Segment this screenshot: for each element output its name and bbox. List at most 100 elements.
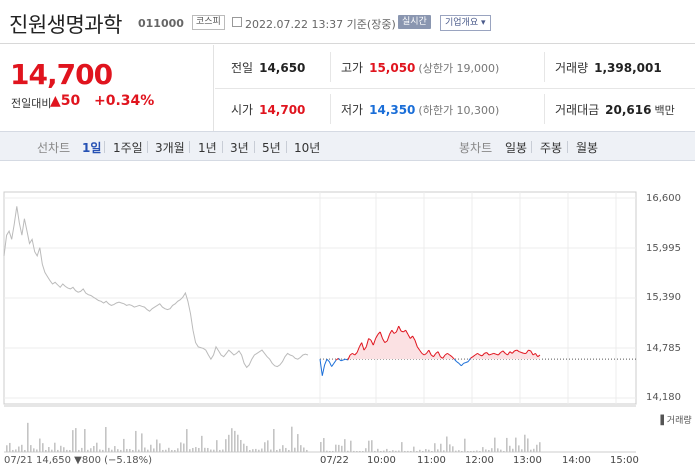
volume-bar <box>446 436 448 452</box>
series-segment-day2 <box>511 350 515 354</box>
volume-bar <box>243 443 245 452</box>
volume-bar <box>90 448 92 452</box>
series-segment-day2 <box>500 350 504 353</box>
series-segment-day2 <box>497 352 501 356</box>
stock-code: 011000 <box>138 17 184 30</box>
series-segment-day2 <box>379 331 383 339</box>
volume-bar <box>6 445 8 452</box>
volume-bar <box>84 429 86 452</box>
stat-volume: 거래량 1,398,001 <box>555 61 662 75</box>
period-3m[interactable]: 3개월 <box>155 141 185 155</box>
series-segment-day2 <box>509 351 513 354</box>
y-tick-label: 15,995 <box>646 243 681 254</box>
volume-bar <box>123 438 125 452</box>
volume-bar <box>401 442 403 452</box>
volume-bar <box>365 448 367 452</box>
volume-bar <box>69 449 71 452</box>
volume-bar <box>267 440 269 452</box>
series-segment-day2 <box>352 352 355 356</box>
y-tick-label: 14,785 <box>646 343 681 354</box>
volume-bar <box>114 446 116 452</box>
volume-bar <box>398 450 400 452</box>
price-chart[interactable] <box>0 162 695 474</box>
volume-bar <box>237 434 239 452</box>
volume-bar <box>45 449 47 452</box>
corp-info-button[interactable]: 기업개요 ▾ <box>440 15 491 31</box>
volume-bar <box>500 449 502 452</box>
volume-bar <box>249 449 251 452</box>
period-3y[interactable]: 3년 <box>230 141 249 155</box>
period-1w[interactable]: 1주일 <box>113 141 143 155</box>
period-10y[interactable]: 10년 <box>294 141 321 155</box>
volume-bar <box>341 445 343 452</box>
volume-bar <box>431 451 433 452</box>
volume-bar <box>527 438 529 452</box>
series-segment-day2 <box>519 351 522 353</box>
prev-day-summary: 07/21 14,650 ▼800 (−5.18%) <box>4 455 153 466</box>
volume-bar <box>380 450 382 452</box>
col-divider <box>330 94 331 124</box>
volume-bar <box>476 450 478 452</box>
volume-bar <box>488 450 490 452</box>
volume-bar <box>180 442 182 452</box>
volume-bar <box>216 440 218 452</box>
volume-bar <box>246 445 248 452</box>
period-5y[interactable]: 5년 <box>262 141 281 155</box>
series-segment-day2 <box>516 349 520 353</box>
live-badge[interactable]: 실시간 <box>398 15 431 29</box>
series-segment-day2 <box>382 338 386 343</box>
stat-low: 저가 14,350 (하한가 10,300) <box>341 103 500 117</box>
volume-bar <box>536 444 538 452</box>
volume-bar <box>300 445 302 452</box>
period-1y[interactable]: 1년 <box>198 141 217 155</box>
volume-bar <box>521 449 523 452</box>
series-segment-day2 <box>372 338 377 346</box>
series-segment-day2 <box>453 358 457 362</box>
series-segment-day2 <box>347 354 351 361</box>
volume-bar <box>497 448 499 452</box>
volume-bar <box>99 449 101 452</box>
volume-bar <box>111 449 113 452</box>
change-value: ▲50 <box>50 93 81 109</box>
volume-bar <box>213 449 215 452</box>
series-segment-day2 <box>324 359 328 366</box>
x-tick-label: 13:00 <box>513 455 542 466</box>
series-segment-day2 <box>321 364 326 376</box>
series-segment-day2 <box>465 361 469 363</box>
volume-bar <box>192 447 194 452</box>
series-segment-day2 <box>395 325 400 333</box>
candle-monthly[interactable]: 월봉 <box>576 141 599 155</box>
candle-daily[interactable]: 일봉 <box>505 141 528 155</box>
series-segment-day2 <box>467 358 471 362</box>
period-1d[interactable]: 1일 <box>82 141 102 155</box>
volume-bar <box>207 447 209 452</box>
volume-bar <box>533 448 535 452</box>
series-segment-day2 <box>428 349 432 356</box>
volume-bar <box>201 435 203 452</box>
compare-label: 전일대비 <box>11 97 52 110</box>
series-segment-day2 <box>354 352 358 356</box>
volume-bar <box>482 447 484 452</box>
volume-bar <box>30 445 32 452</box>
candle-weekly[interactable]: 주봉 <box>540 141 563 155</box>
series-segment-day2 <box>484 352 487 354</box>
volume-bar <box>425 449 427 452</box>
series-segment-day2 <box>414 339 418 347</box>
volume-bar <box>96 442 98 452</box>
volume-bar <box>320 442 322 452</box>
volume-bar <box>27 422 29 452</box>
volume-bar <box>524 434 526 452</box>
volume-bar <box>285 447 287 452</box>
series-segment-day2 <box>525 349 529 354</box>
series-segment-day2 <box>528 349 531 352</box>
volume-legend: ▐ 거래량 <box>657 416 692 426</box>
volume-bar <box>36 449 38 452</box>
volume-bar <box>129 448 131 452</box>
volume-bar <box>171 449 173 452</box>
line-chart-label: 선차트 <box>37 141 71 155</box>
series-segment-day2 <box>488 353 492 356</box>
series-segment-day2 <box>486 352 490 356</box>
volume-bar <box>338 444 340 452</box>
volume-bar <box>240 439 242 452</box>
volume-bar <box>279 448 281 452</box>
